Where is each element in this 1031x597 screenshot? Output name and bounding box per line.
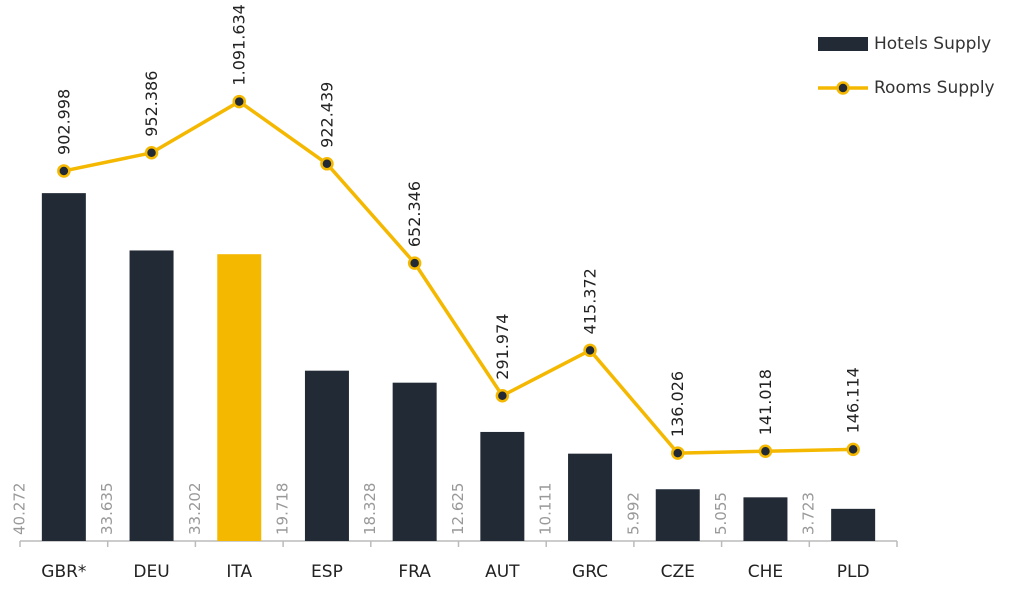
line-value-label: 1.091.634	[230, 4, 249, 85]
x-tick-label: PLD	[837, 562, 870, 582]
line-value-label: 146.114	[844, 367, 863, 433]
x-tick-label: GBR*	[41, 562, 86, 582]
line-value-label: 652.346	[405, 181, 424, 247]
line-point	[846, 442, 860, 457]
line-value-label: 141.018	[756, 369, 775, 435]
bar-value-label: 33.202	[186, 483, 204, 536]
bar-value-label: 12.625	[449, 483, 467, 536]
line	[63, 99, 854, 455]
bar-value-label: 18.328	[361, 483, 379, 536]
bar-value-label: 3.723	[800, 492, 818, 535]
x-tick-label: CZE	[661, 562, 695, 582]
line-value-label: 952.386	[142, 71, 161, 137]
legend-label: Hotels Supply	[874, 34, 991, 54]
legend-swatch	[818, 37, 868, 51]
line-point	[320, 157, 334, 171]
bar	[392, 382, 437, 541]
line-value-label: 291.974	[493, 314, 512, 380]
line-point	[758, 444, 773, 458]
x-tick-label: GRC	[572, 562, 608, 582]
x-tick-label: AUT	[485, 562, 520, 582]
line-point	[583, 343, 597, 358]
bar	[655, 489, 700, 541]
line-point	[495, 388, 510, 403]
bar-value-label: 10.111	[537, 483, 555, 536]
bar-value-label: 19.718	[273, 483, 291, 536]
bar	[743, 497, 788, 541]
x-tick-label: ITA	[226, 562, 252, 582]
line-value-label: 415.372	[581, 268, 600, 334]
bar	[217, 254, 262, 541]
legend-label: Rooms Supply	[874, 78, 995, 98]
x-tick-label: ESP	[311, 562, 343, 582]
bar-value-label: 5.992	[624, 492, 642, 535]
line-point	[144, 146, 159, 160]
bar	[304, 370, 349, 541]
line-value-label: 922.439	[317, 82, 336, 148]
line-point	[57, 164, 71, 178]
line-value-label: 136.026	[668, 371, 687, 437]
legend-swatch-dot	[836, 81, 850, 95]
bar-value-label: 40.272	[10, 483, 28, 536]
line-value-label: 902.998	[54, 89, 73, 155]
line-point	[407, 256, 422, 270]
line-point	[232, 94, 246, 109]
bar-value-label: 5.055	[712, 492, 730, 535]
bar	[831, 508, 876, 541]
line-point	[671, 446, 685, 460]
x-tick-label: DEU	[133, 562, 169, 582]
bar	[480, 431, 525, 541]
bar	[129, 250, 174, 541]
x-tick-label: FRA	[398, 562, 431, 582]
bar	[568, 453, 613, 541]
x-tick-label: CHE	[748, 562, 783, 582]
bar-value-label: 33.635	[98, 483, 116, 536]
bar	[41, 193, 86, 541]
